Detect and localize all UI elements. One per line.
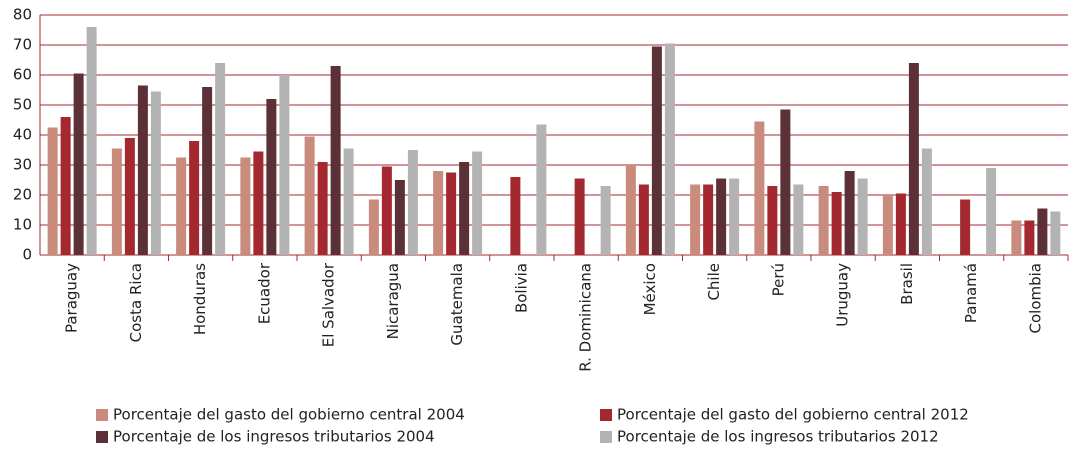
x-tick-label: Costa Rica	[127, 263, 145, 342]
bar	[60, 117, 71, 255]
legend-label: Porcentaje del gasto del gobierno centra…	[617, 406, 969, 424]
bar	[1011, 220, 1022, 255]
bar	[729, 178, 740, 255]
legend-swatch	[96, 431, 108, 443]
bar	[651, 46, 662, 255]
x-tick-label: Bolivia	[512, 263, 530, 313]
legend-swatch	[600, 409, 612, 421]
x-tick-label: Chile	[705, 263, 723, 301]
bar	[240, 157, 251, 255]
bar	[330, 66, 341, 255]
y-tick-label: 60	[13, 66, 32, 84]
bar	[137, 85, 148, 255]
x-tick-label: Nicaragua	[384, 263, 402, 339]
bar	[111, 148, 122, 255]
bar	[895, 193, 906, 255]
bar	[253, 151, 264, 255]
legend-swatch	[600, 431, 612, 443]
bar	[368, 199, 379, 255]
bar	[638, 184, 649, 255]
bar	[574, 178, 585, 255]
bar	[831, 192, 842, 255]
bar	[47, 127, 58, 255]
bar	[446, 172, 457, 255]
x-tick-label: El Salvador	[320, 262, 338, 347]
bar	[304, 136, 315, 255]
bar	[73, 73, 84, 255]
x-tick-label: Uruguay	[834, 263, 852, 327]
bar	[690, 184, 701, 255]
bar	[767, 186, 778, 255]
legend-label: Porcentaje del gasto del gobierno centra…	[113, 406, 465, 424]
x-tick-label: Perú	[769, 263, 787, 296]
x-tick-label: Honduras	[191, 263, 209, 335]
bar	[215, 63, 226, 255]
bar	[703, 184, 714, 255]
bar	[510, 177, 521, 255]
bar	[780, 109, 791, 255]
bar	[343, 148, 354, 255]
y-tick-label: 70	[13, 36, 32, 54]
y-tick-label: 20	[13, 186, 32, 204]
x-tick-label: Colombia	[1026, 263, 1044, 334]
bar	[266, 99, 277, 255]
bar	[625, 165, 636, 255]
bar	[407, 150, 418, 255]
x-tick-label: R. Dominicana	[577, 263, 595, 372]
bar	[1037, 208, 1048, 255]
y-tick-label: 10	[13, 216, 32, 234]
y-tick-label: 40	[13, 126, 32, 144]
bar	[960, 199, 971, 255]
bar	[986, 168, 997, 255]
bar	[433, 171, 444, 255]
bar	[317, 162, 328, 255]
bar	[279, 75, 290, 255]
bar	[176, 157, 187, 255]
legend-label: Porcentaje de los ingresos tributarios 2…	[113, 428, 435, 446]
x-tick-label: Panamá	[962, 263, 980, 323]
y-tick-label: 50	[13, 96, 32, 114]
x-tick-label: Guatemala	[448, 263, 466, 346]
y-tick-label: 80	[13, 6, 32, 24]
legend-swatch	[96, 409, 108, 421]
bar	[472, 151, 483, 255]
y-tick-label: 0	[22, 246, 32, 264]
x-tick-label: Ecuador	[255, 262, 273, 324]
bar	[394, 180, 405, 255]
bar	[189, 141, 200, 255]
bar	[664, 43, 675, 255]
bar	[716, 178, 727, 255]
bar	[1024, 220, 1035, 255]
bar	[793, 184, 804, 255]
bar	[459, 162, 470, 255]
legend-label: Porcentaje de los ingresos tributarios 2…	[617, 428, 939, 446]
x-tick-label: Brasil	[898, 263, 916, 305]
x-tick-label: México	[641, 263, 659, 315]
bar	[818, 186, 829, 255]
bar	[202, 87, 213, 255]
bar	[381, 166, 392, 255]
bar	[882, 195, 893, 255]
bar	[908, 63, 919, 255]
bar	[600, 186, 611, 255]
bar	[921, 148, 932, 255]
bar	[536, 124, 547, 255]
bar	[857, 178, 868, 255]
bar	[754, 121, 765, 255]
bar	[86, 27, 97, 255]
y-tick-label: 30	[13, 156, 32, 174]
bar	[150, 91, 161, 255]
bar	[124, 138, 135, 255]
bar	[844, 171, 855, 255]
x-tick-label: Paraguay	[63, 263, 81, 333]
bar	[1050, 211, 1061, 255]
